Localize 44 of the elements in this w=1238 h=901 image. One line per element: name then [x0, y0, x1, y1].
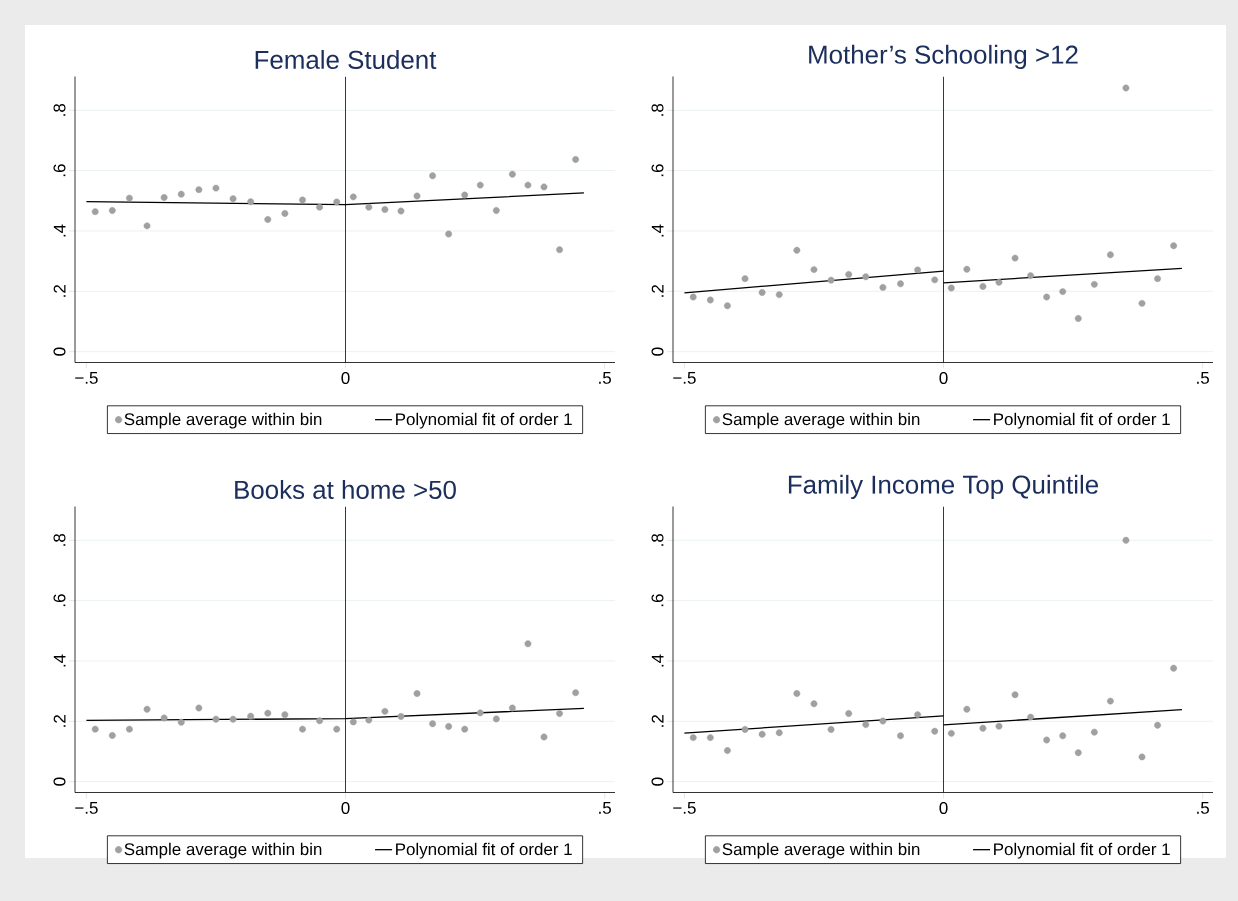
chart-title: Female Student — [255, 49, 437, 69]
y-tick-label: .8 — [651, 103, 664, 116]
x-tick-label: .5 — [1197, 372, 1209, 384]
y-tick-label: .2 — [53, 285, 66, 297]
y-tick-label: .4 — [651, 224, 664, 237]
x-tick-label: .5 — [599, 802, 611, 814]
y-tick-label: .2 — [651, 715, 664, 727]
x-tick-label: −.5 — [673, 802, 696, 814]
y-tick-label: .6 — [651, 164, 664, 177]
y-tick-label: .2 — [651, 285, 664, 297]
legend-label: Polynomial fit of order 1 — [994, 412, 1170, 429]
y-tick-label: .6 — [53, 164, 66, 177]
x-tick-label: −.5 — [75, 802, 98, 814]
x-tick-label: .5 — [599, 372, 611, 384]
legend-label: Sample average within bin — [124, 412, 322, 429]
y-tick-label: .2 — [53, 715, 66, 727]
legend-label: Polynomial fit of order 1 — [396, 842, 572, 859]
x-tick-label: .5 — [1197, 802, 1209, 814]
y-tick-label: .4 — [651, 654, 664, 667]
chart-title: Family Income Top Quintile — [788, 474, 1098, 499]
y-tick-label: .6 — [651, 594, 664, 607]
y-tick-label: .4 — [53, 654, 66, 667]
y-tick-label: 0 — [651, 777, 664, 786]
chart-title: Books at home >50 — [235, 479, 456, 499]
y-tick-label: 0 — [651, 347, 664, 356]
legend-label: Polynomial fit of order 1 — [396, 412, 572, 429]
legend-label: Sample average within bin — [722, 842, 920, 859]
y-tick-label: 0 — [53, 347, 66, 356]
y-tick-label: .6 — [53, 594, 66, 607]
legend-label: Sample average within bin — [124, 842, 322, 859]
y-tick-label: .4 — [53, 224, 66, 237]
x-tick-label: 0 — [341, 372, 350, 385]
x-tick-label: 0 — [341, 802, 350, 815]
x-tick-label: 0 — [939, 802, 948, 815]
x-tick-label: −.5 — [75, 372, 98, 384]
chart-title: Mother’s Schooling >12 — [809, 44, 1078, 69]
y-tick-label: .8 — [651, 533, 664, 546]
legend-label: Sample average within bin — [722, 412, 920, 429]
x-tick-label: 0 — [939, 372, 948, 385]
y-tick-label: .8 — [53, 103, 66, 116]
x-tick-label: −.5 — [673, 372, 696, 384]
legend-label: Polynomial fit of order 1 — [994, 842, 1170, 859]
y-tick-label: .8 — [53, 533, 66, 546]
y-tick-label: 0 — [53, 777, 66, 786]
